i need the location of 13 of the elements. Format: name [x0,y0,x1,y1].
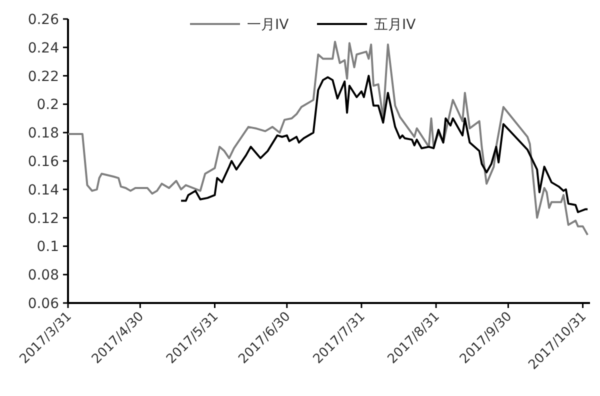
y-tick-label: 0.16 [28,154,60,170]
y-tick-label: 0.06 [28,296,60,312]
y-tick-label: 0.24 [28,40,60,56]
y-tick-label: 0.2 [36,97,59,114]
y-tick-label: 0.18 [28,126,59,142]
y-tick-label: 0.08 [28,268,59,284]
legend-label: 一月IV [247,17,290,33]
y-tick-label: 0.26 [28,12,60,28]
y-tick-label: 0.22 [28,68,59,85]
y-tick-label: 0.12 [28,210,59,227]
legend-label: 五月IV [374,17,416,33]
y-tick-label: 0.1 [36,239,59,256]
y-tick-label: 0.14 [28,182,60,198]
